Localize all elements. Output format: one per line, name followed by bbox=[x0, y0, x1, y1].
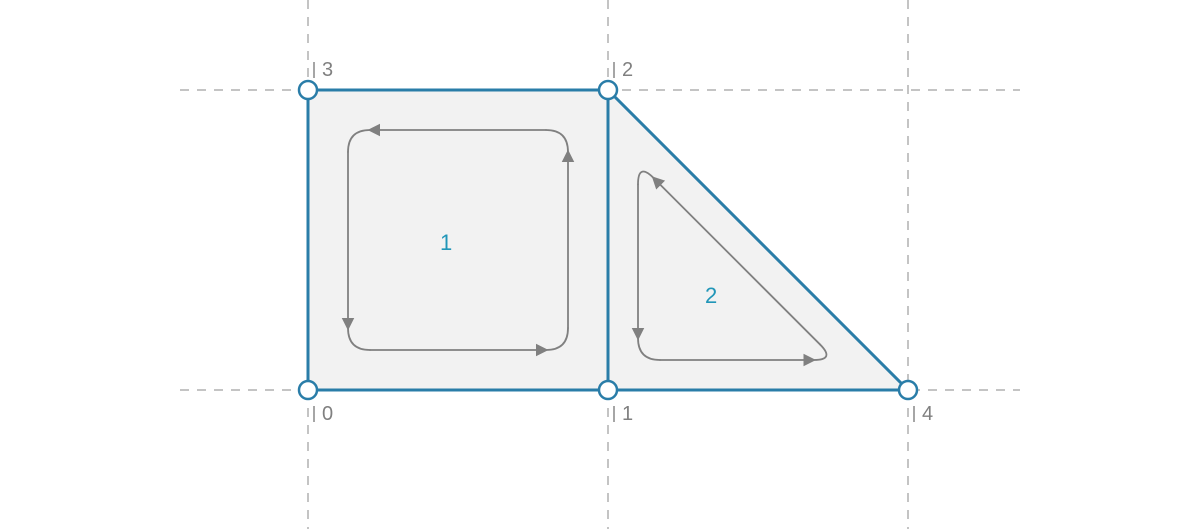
node-label: 1 bbox=[622, 403, 633, 425]
node-label: 0 bbox=[322, 403, 333, 425]
cell-label: 2 bbox=[705, 283, 717, 308]
mesh-node bbox=[299, 381, 317, 399]
node-label: 2 bbox=[622, 59, 633, 81]
mesh-node bbox=[599, 81, 617, 99]
cell-label: 1 bbox=[440, 230, 452, 255]
node-label: 4 bbox=[922, 403, 933, 425]
mesh-node bbox=[599, 381, 617, 399]
mesh-node bbox=[299, 81, 317, 99]
node-label: 3 bbox=[322, 59, 333, 81]
mesh-node bbox=[899, 381, 917, 399]
diagram-canvas: 1 2 0 1 2 3 4 bbox=[0, 0, 1200, 529]
